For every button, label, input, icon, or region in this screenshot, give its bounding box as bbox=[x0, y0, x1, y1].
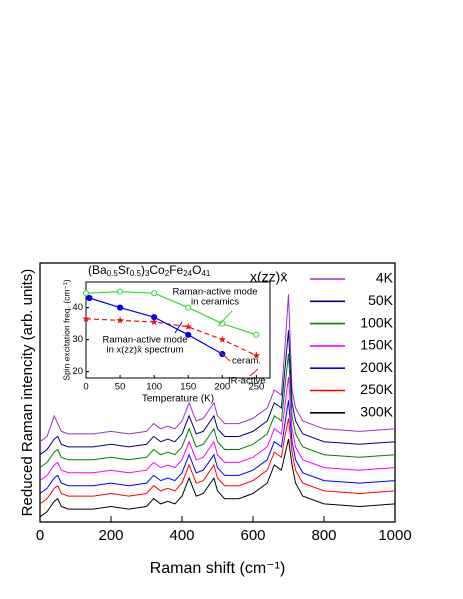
circle-marker bbox=[116, 304, 124, 311]
annotation: in x(zz)x̄ spectrum bbox=[106, 345, 183, 356]
series-line bbox=[39, 330, 396, 456]
annotation-pointer bbox=[219, 351, 231, 362]
y-axis-title: Reduced Raman intencity (arb. units) bbox=[19, 269, 36, 517]
title-subscript: 3 bbox=[145, 269, 150, 278]
x-tick-label: 250 bbox=[248, 382, 264, 393]
circle-marker bbox=[151, 290, 158, 297]
annotation: Raman-active mode bbox=[102, 335, 187, 346]
star-marker bbox=[218, 335, 227, 343]
inset-title: (Ba0.5Sr0.5)3Co2Fe24O41 bbox=[88, 263, 211, 278]
annotation-pointer bbox=[174, 321, 183, 334]
annotation-pointer bbox=[249, 368, 259, 377]
star-marker bbox=[252, 351, 261, 359]
title-part: Fe bbox=[169, 263, 183, 277]
y-tick-label: 20 bbox=[72, 366, 83, 377]
title-subscript: 0.5 bbox=[107, 269, 119, 278]
title-subscript: 41 bbox=[201, 269, 210, 278]
circle-marker bbox=[151, 314, 158, 321]
series-line bbox=[39, 438, 396, 518]
x-axis-title: Raman shift (cm⁻¹) bbox=[150, 560, 286, 577]
series-line bbox=[85, 318, 257, 357]
x-tick-label: 800 bbox=[311, 527, 336, 544]
star-marker bbox=[184, 322, 192, 330]
circle-marker bbox=[185, 331, 192, 338]
series-line bbox=[39, 294, 396, 443]
star-marker bbox=[82, 314, 90, 322]
title-part: (Ba bbox=[88, 263, 107, 277]
x-tick-label: 600 bbox=[240, 527, 265, 544]
x-axis-title: Temperature (K) bbox=[142, 394, 214, 405]
spectrum-geometry: x(zz)x̄ bbox=[250, 269, 287, 285]
title-part: O bbox=[192, 263, 201, 277]
title-subscript: 0.5 bbox=[130, 269, 142, 278]
series-line bbox=[39, 353, 396, 469]
annotation-pointer bbox=[217, 310, 233, 327]
title-part: Sr bbox=[118, 263, 130, 277]
series-line bbox=[39, 376, 396, 482]
series-line bbox=[39, 418, 396, 505]
x-tick-label: 0 bbox=[83, 382, 88, 393]
x-tick-label: 100 bbox=[146, 382, 162, 393]
title-part: Co bbox=[149, 263, 165, 277]
circle-marker bbox=[185, 304, 192, 311]
title-part: ) bbox=[141, 263, 145, 277]
x-tick-label: 50 bbox=[115, 382, 126, 393]
legend-label: 250K bbox=[360, 381, 393, 397]
circle-marker bbox=[116, 288, 124, 295]
circle-marker bbox=[86, 294, 93, 302]
y-axis-title: Spin excitation freq. (cm⁻¹) bbox=[61, 279, 71, 380]
title-subscript: 24 bbox=[183, 269, 192, 278]
annotation: in ceramics bbox=[191, 297, 239, 308]
circle-marker bbox=[253, 331, 260, 338]
legend-label: 300K bbox=[360, 404, 393, 420]
x-tick-label: 0 bbox=[36, 527, 44, 544]
x-tick-label: 1000 bbox=[378, 527, 411, 544]
circle-marker bbox=[82, 290, 90, 297]
legend-label: 50K bbox=[368, 292, 394, 308]
series-line bbox=[85, 290, 257, 336]
title-subscript: 2 bbox=[165, 269, 170, 278]
annotation: Raman-active mode bbox=[172, 287, 257, 298]
star-marker bbox=[150, 318, 158, 326]
series-line bbox=[39, 400, 396, 494]
x-tick-label: 200 bbox=[214, 382, 230, 393]
legend-label: 4K bbox=[376, 270, 394, 286]
x-tick-label: 150 bbox=[180, 382, 196, 393]
y-tick-label: 30 bbox=[72, 334, 83, 345]
legend-label: 100K bbox=[360, 314, 393, 330]
legend-label: 150K bbox=[360, 337, 393, 353]
annotation: IR-active bbox=[228, 376, 265, 387]
y-tick-label: 40 bbox=[72, 302, 83, 313]
annotation: ceram. bbox=[232, 356, 261, 367]
x-tick-label: 200 bbox=[98, 527, 123, 544]
star-marker bbox=[116, 316, 124, 324]
x-tick-label: 400 bbox=[169, 527, 194, 544]
legend-label: 200K bbox=[360, 359, 393, 375]
